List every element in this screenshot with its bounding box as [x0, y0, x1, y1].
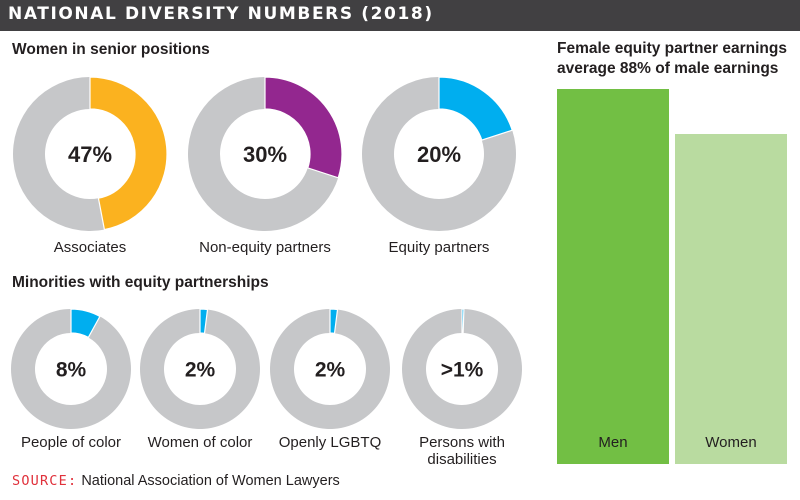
donut-persons-with-disabilities-value-label: >1%	[441, 359, 484, 382]
bar-label-men: Men	[598, 434, 627, 451]
donut-persons-with-disabilities-category-label: Persons with	[419, 434, 505, 451]
donut-persons-with-disabilities-category-label: disabilities	[427, 451, 496, 468]
infographic-chart: 47% Associates 30% Non-equity partners 20% Eq…	[0, 0, 800, 500]
donut-equity-partners-category-label: Equity partners	[389, 239, 490, 256]
donut-associates-category-label: Associates	[54, 239, 127, 256]
bar-women	[675, 134, 787, 464]
donut-people-of-color-value-label: 8%	[56, 359, 87, 382]
donut-non-equity-partners-category-label: Non-equity partners	[199, 239, 331, 256]
donut-equity-partners-value-label: 20%	[417, 142, 461, 167]
donut-equity-partners-ring-segment	[439, 77, 512, 140]
donut-women-of-color-category-label: Women of color	[148, 434, 253, 451]
bar-label-women: Women	[705, 434, 756, 451]
donut-associates-value-label: 47%	[68, 142, 112, 167]
donut-openly-lgbtq-value-label: 2%	[315, 359, 346, 382]
bar-men	[557, 89, 669, 464]
donut-people-of-color-category-label: People of color	[21, 434, 121, 451]
donut-openly-lgbtq-category-label: Openly LGBTQ	[279, 434, 382, 451]
donut-non-equity-partners-value-label: 30%	[243, 142, 287, 167]
source-text: National Association of Women Lawyers	[77, 473, 339, 489]
donut-persons-with-disabilities-ring-segment	[462, 309, 464, 333]
source-key: SOURCE:	[12, 473, 77, 489]
source-note: SOURCE: National Association of Women La…	[12, 473, 340, 489]
donut-women-of-color-value-label: 2%	[185, 359, 216, 382]
